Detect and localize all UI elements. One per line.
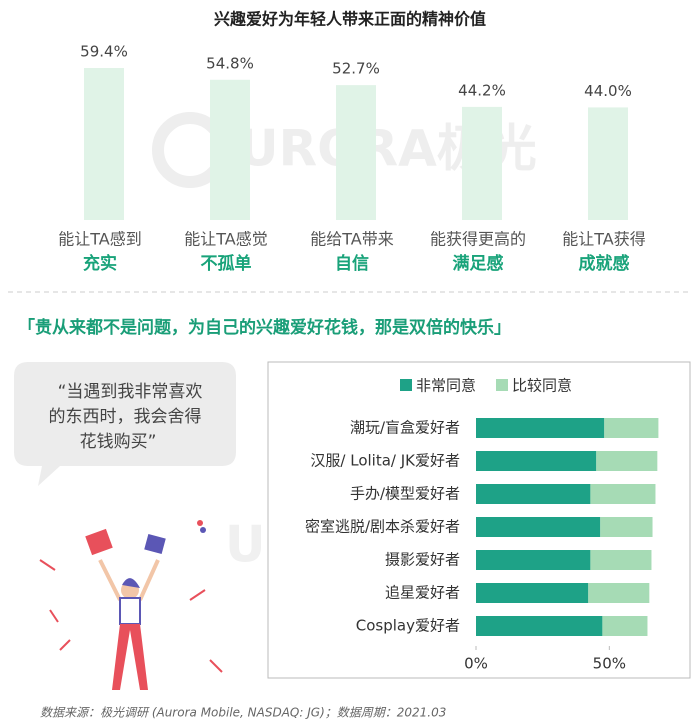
- category-label: 能获得更高的: [430, 230, 526, 249]
- quote-line: 的东西时，我会舍得: [49, 407, 202, 427]
- category-label-highlight: 满足感: [453, 253, 504, 274]
- legend-label: 比较同意: [512, 377, 572, 395]
- bar: [84, 68, 124, 220]
- category-label-highlight: 自信: [335, 253, 369, 274]
- section-heading: 「贵从来都不是问题，为自己的兴趣爱好花钱，那是双倍的快乐」: [18, 317, 511, 338]
- category-label: 汉服/ Lolita/ JK爱好者: [310, 452, 460, 470]
- category-label: 能让TA获得: [562, 230, 645, 249]
- category-label: 手办/模型爱好者: [350, 485, 460, 503]
- source-note: 数据来源：极光调研 (Aurora Mobile, NASDAQ: JG)；数据…: [40, 706, 446, 720]
- bar-segment: [600, 517, 653, 537]
- bar-segment: [602, 616, 648, 636]
- category-label-highlight: 不孤单: [201, 253, 252, 274]
- category-label: 能让TA感到: [58, 230, 141, 249]
- bar-segment: [476, 550, 591, 570]
- legend-swatch: [400, 379, 412, 391]
- bar: [210, 79, 250, 220]
- value-label: 44.2%: [458, 81, 506, 99]
- illustration: [39, 520, 223, 690]
- bar-segment: [476, 418, 605, 438]
- bar-segment: [590, 550, 652, 570]
- chart-title: 兴趣爱好为年轻人带来正面的精神价值: [214, 10, 486, 29]
- bar: [336, 85, 376, 221]
- category-label: Cosplay爱好者: [356, 617, 460, 635]
- category-label: 潮玩/盲盒爱好者: [350, 419, 460, 437]
- x-tick-label: 50%: [593, 655, 626, 673]
- bar-segment: [588, 583, 650, 603]
- speech-bubble: [14, 362, 236, 486]
- bar-segment: [596, 451, 658, 471]
- category-label: 能让TA感觉: [184, 230, 267, 249]
- quote-line: “当遇到我非常喜欢: [58, 382, 203, 402]
- category-label-highlight: 充实: [83, 253, 117, 274]
- x-tick-label: 0%: [464, 655, 488, 673]
- category-label: 追星爱好者: [385, 584, 460, 602]
- value-label: 44.0%: [584, 82, 632, 100]
- category-label: 密室逃脱/剧本杀爱好者: [305, 518, 460, 536]
- bar-segment: [476, 451, 597, 471]
- bar-segment: [476, 616, 603, 636]
- value-label: 54.8%: [206, 54, 254, 72]
- bar-segment: [604, 418, 659, 438]
- value-label: 59.4%: [80, 43, 128, 61]
- legend-label: 非常同意: [416, 377, 476, 395]
- bar-segment: [476, 517, 601, 537]
- category-label: 摄影爱好者: [385, 551, 460, 569]
- bar-segment: [476, 484, 591, 504]
- category-label-highlight: 成就感: [579, 253, 630, 274]
- bar-segment: [476, 583, 589, 603]
- bar: [588, 107, 628, 220]
- value-label: 52.7%: [332, 60, 380, 78]
- legend-swatch: [496, 379, 508, 391]
- bar: [462, 106, 502, 220]
- category-label: 能给TA带来: [310, 230, 393, 249]
- bar-segment: [590, 484, 656, 504]
- quote-line: 花钱购买”: [80, 432, 157, 452]
